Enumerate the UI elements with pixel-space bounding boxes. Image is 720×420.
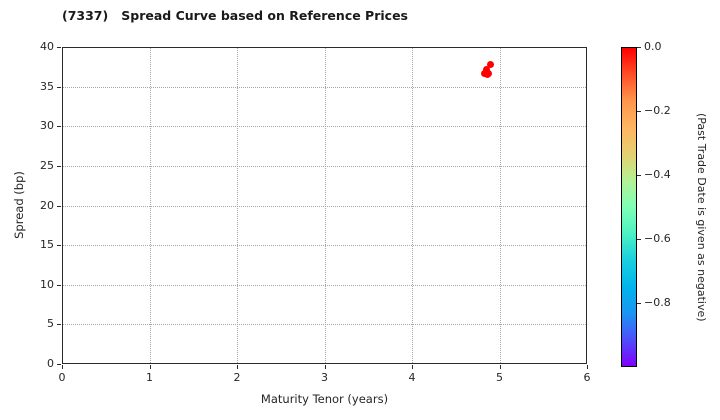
colorbar-tick-4 xyxy=(637,303,641,304)
x-tick-1 xyxy=(149,365,151,369)
gridline-y-15 xyxy=(63,245,586,247)
y-tick-label-35: 35 xyxy=(40,79,54,93)
colorbar-tick-label-3: −0.6 xyxy=(644,232,671,245)
x-tick-label-6: 6 xyxy=(583,371,591,384)
colorbar-axis-label: Time in years between 1/23/2026 and Trad… xyxy=(679,40,720,374)
y-tick-5 xyxy=(57,324,61,326)
x-tick-label-1: 1 xyxy=(146,371,153,384)
gridline-y-10 xyxy=(63,284,586,286)
colorbar-gradient xyxy=(621,47,637,367)
y-tick-25 xyxy=(57,165,61,167)
colorbar-tick-label-0: 0.0 xyxy=(644,40,662,53)
y-tick-label-15: 15 xyxy=(40,238,54,252)
colorbar-tick-0 xyxy=(637,47,641,48)
trade-point-0 xyxy=(487,60,495,68)
y-tick-label-40: 40 xyxy=(40,40,54,53)
x-tick-label-5: 5 xyxy=(496,371,503,384)
colorbar-tick-3 xyxy=(637,239,641,240)
plot-area xyxy=(62,47,587,364)
y-tick-15 xyxy=(57,245,61,247)
y-tick-label-30: 30 xyxy=(40,119,54,133)
x-axis-label: Maturity Tenor (years) xyxy=(260,392,389,406)
x-tick-3 xyxy=(324,365,326,369)
colorbar-tick-label-2: −0.4 xyxy=(644,168,671,181)
x-tick-6 xyxy=(587,365,588,369)
y-tick-label-5: 5 xyxy=(47,317,54,331)
gridline-y-5 xyxy=(63,324,586,326)
colorbar-label-line2: (Past Trade Date is given as negative) xyxy=(695,113,708,322)
colorbar-tick-1 xyxy=(637,111,641,112)
trade-point-4 xyxy=(483,71,491,79)
x-tick-label-2: 2 xyxy=(233,371,241,384)
gridline-y-20 xyxy=(63,205,586,207)
y-tick-20 xyxy=(57,205,61,207)
gridline-y-35 xyxy=(63,86,586,88)
y-tick-35 xyxy=(57,86,61,88)
x-tick-label-0: 0 xyxy=(58,371,66,384)
x-tick-0 xyxy=(62,365,63,369)
colorbar-tick-label-4: −0.8 xyxy=(644,296,671,309)
y-tick-10 xyxy=(57,284,61,286)
colorbar-tick-label-1: −0.2 xyxy=(644,104,671,117)
colorbar-axis-label-text: Time in years between 1/23/2026 and Trad… xyxy=(679,60,720,354)
x-tick-5 xyxy=(499,365,501,369)
x-tick-label-4: 4 xyxy=(408,371,416,384)
colorbar-tick-2 xyxy=(637,175,641,176)
x-tick-label-3: 3 xyxy=(321,371,328,384)
gridline-y-25 xyxy=(63,165,586,167)
y-tick-label-20: 20 xyxy=(40,198,54,212)
y-axis-label: Spread (bp) xyxy=(12,171,26,239)
y-tick-label-10: 10 xyxy=(40,277,54,291)
y-tick-30 xyxy=(57,126,61,128)
y-tick-label-25: 25 xyxy=(40,158,54,172)
y-tick-0 xyxy=(57,364,61,365)
gridline-y-30 xyxy=(63,126,586,128)
y-tick-40 xyxy=(57,47,61,48)
x-tick-4 xyxy=(412,365,413,369)
x-tick-2 xyxy=(237,365,238,369)
chart-title: (7337) Spread Curve based on Reference P… xyxy=(62,8,408,23)
y-tick-label-0: 0 xyxy=(47,357,54,370)
